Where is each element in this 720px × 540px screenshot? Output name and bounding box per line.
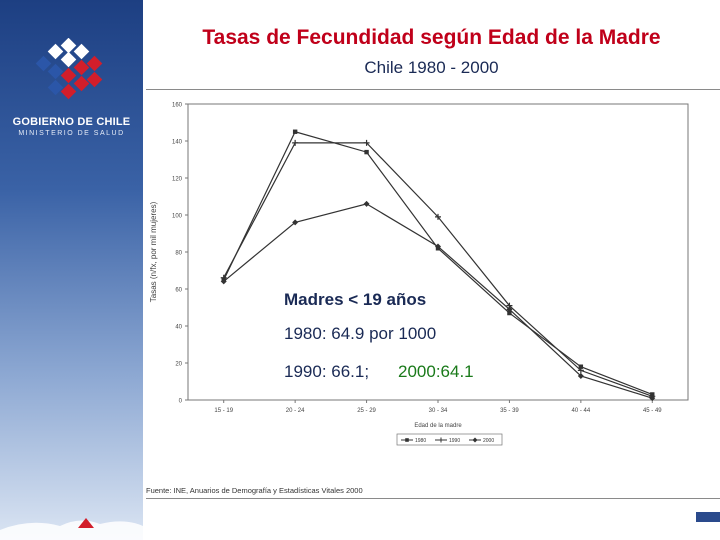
y-axis-label: Tasas (n/fx, por mil mujeres) [149, 201, 158, 302]
data-point-1990 [363, 139, 370, 146]
legend-label-1990: 1990 [449, 438, 460, 444]
x-tick-label: 35 - 39 [500, 408, 519, 414]
page-subtitle: Chile 1980 - 2000 [364, 58, 499, 77]
data-point-2000 [506, 306, 513, 313]
legend-marker-1990 [438, 437, 444, 443]
y-tick-label: 80 [175, 251, 182, 257]
annotation-title: Madres < 19 años [284, 290, 427, 309]
plot-frame [187, 103, 689, 401]
series-line-1990 [223, 142, 653, 397]
org-name: GOBIERNO DE CHILE [12, 116, 131, 128]
data-point-1990 [292, 139, 299, 146]
data-point-2000 [363, 200, 370, 207]
title-divider [146, 89, 720, 90]
x-tick-label: 40 - 44 [572, 408, 591, 414]
y-tick-label: 0 [179, 399, 183, 405]
y-tick-label: 120 [172, 177, 183, 183]
legend-label-1980: 1980 [415, 438, 426, 444]
data-point-1980 [578, 364, 584, 369]
data-point-1990 [577, 367, 584, 374]
data-point-1990 [435, 213, 441, 220]
footer-divider [146, 498, 720, 499]
data-point-2000 [649, 395, 656, 402]
annotation-1990: 1990: 66.1; [284, 362, 370, 381]
data-point-2000 [220, 278, 227, 285]
x-tick-label: 45 - 49 [643, 408, 662, 414]
data-point-1980 [507, 310, 512, 316]
series-line-1980 [223, 131, 653, 396]
legend-label-2000: 2000 [483, 438, 494, 444]
legend-marker-1980 [405, 438, 409, 442]
y-tick-label: 20 [175, 362, 182, 368]
annotation-2000: 2000:64.1 [398, 362, 474, 381]
y-tick-label: 140 [172, 140, 183, 146]
legend-marker-2000 [472, 437, 478, 443]
y-tick-label: 100 [172, 214, 183, 220]
data-point-2000 [435, 243, 441, 250]
corner-accent [696, 512, 720, 522]
sidebar-panel: GOBIERNO DE CHILE MINISTERIO DE SALUD [0, 0, 143, 540]
legend-box [396, 433, 503, 446]
x-tick-label: 25 - 29 [357, 408, 376, 414]
annotation-1980: 1980: 64.9 por 1000 [284, 324, 437, 343]
y-tick-label: 60 [175, 288, 182, 294]
page-title: Tasas de Fecundidad según Edad de la Mad… [202, 26, 661, 49]
source-note: Fuente: INE, Anuarios de Demografía y Es… [146, 486, 363, 495]
government-logo-icon [35, 38, 103, 100]
data-point-2000 [577, 372, 584, 379]
x-tick-label: 30 - 34 [429, 408, 448, 414]
mountain-decoration-icon [0, 518, 143, 540]
x-tick-label: 20 - 24 [286, 408, 305, 414]
x-tick-label: 15 - 19 [214, 408, 233, 414]
data-point-1980 [292, 129, 298, 134]
fertility-line-chart: 0 20 40 60 80 100 120 140 160 15 - 19 20 - 24 25 - … [149, 103, 689, 446]
org-subname: MINISTERIO DE SALUD [18, 130, 125, 137]
y-tick-label: 160 [172, 103, 183, 109]
y-tick-label: 40 [175, 325, 182, 331]
data-point-2000 [292, 219, 299, 226]
data-point-1980 [364, 149, 369, 155]
x-axis-label: Edad de la madre [414, 423, 462, 429]
